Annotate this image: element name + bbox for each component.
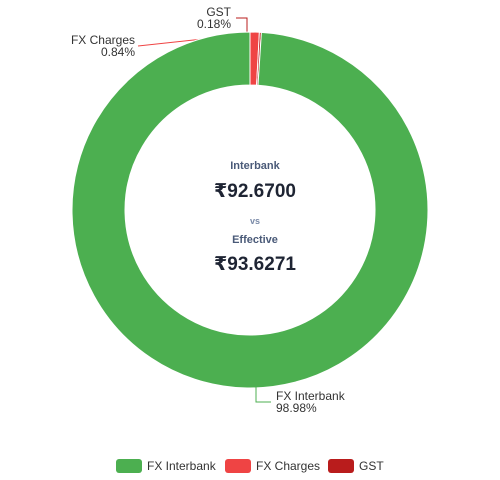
legend-label-fx-interbank: FX Interbank — [147, 459, 216, 473]
center-value-interbank: ₹92.6700 — [214, 181, 296, 202]
legend-swatch-fx-interbank — [116, 459, 142, 473]
center-label-interbank: Interbank — [230, 160, 280, 172]
leader-line-fx-interbank — [255, 386, 271, 403]
slice-value-gst: 0.18% — [197, 17, 231, 31]
legend-swatch-fx-charges — [225, 459, 251, 473]
legend-label-gst: GST — [359, 459, 384, 473]
slice-label-fx-charges: FX Charges — [71, 33, 135, 47]
leader-line-gst — [236, 17, 248, 33]
slice-value-fx-interbank: 98.98% — [276, 401, 317, 415]
chart-legend: FX Interbank FX Charges GST — [0, 459, 500, 477]
legend-swatch-gst — [328, 459, 354, 473]
legend-label-fx-charges: FX Charges — [256, 459, 321, 473]
slice-label-fx-interbank: FX Interbank — [276, 389, 346, 403]
legend-item-fx-charges[interactable]: FX Charges — [225, 459, 320, 473]
legend-item-fx-interbank[interactable]: FX Interbank — [116, 459, 216, 473]
slice-label-gst: GST — [206, 5, 231, 19]
legend-item-gst[interactable]: GST — [328, 459, 384, 473]
center-value-effective: ₹93.6271 — [214, 254, 296, 275]
center-label-effective: Effective — [232, 234, 278, 246]
slice-fx-interbank[interactable] — [71, 31, 429, 389]
slice-value-fx-charges: 0.84% — [101, 45, 135, 59]
center-vs-text: vs — [249, 216, 260, 226]
